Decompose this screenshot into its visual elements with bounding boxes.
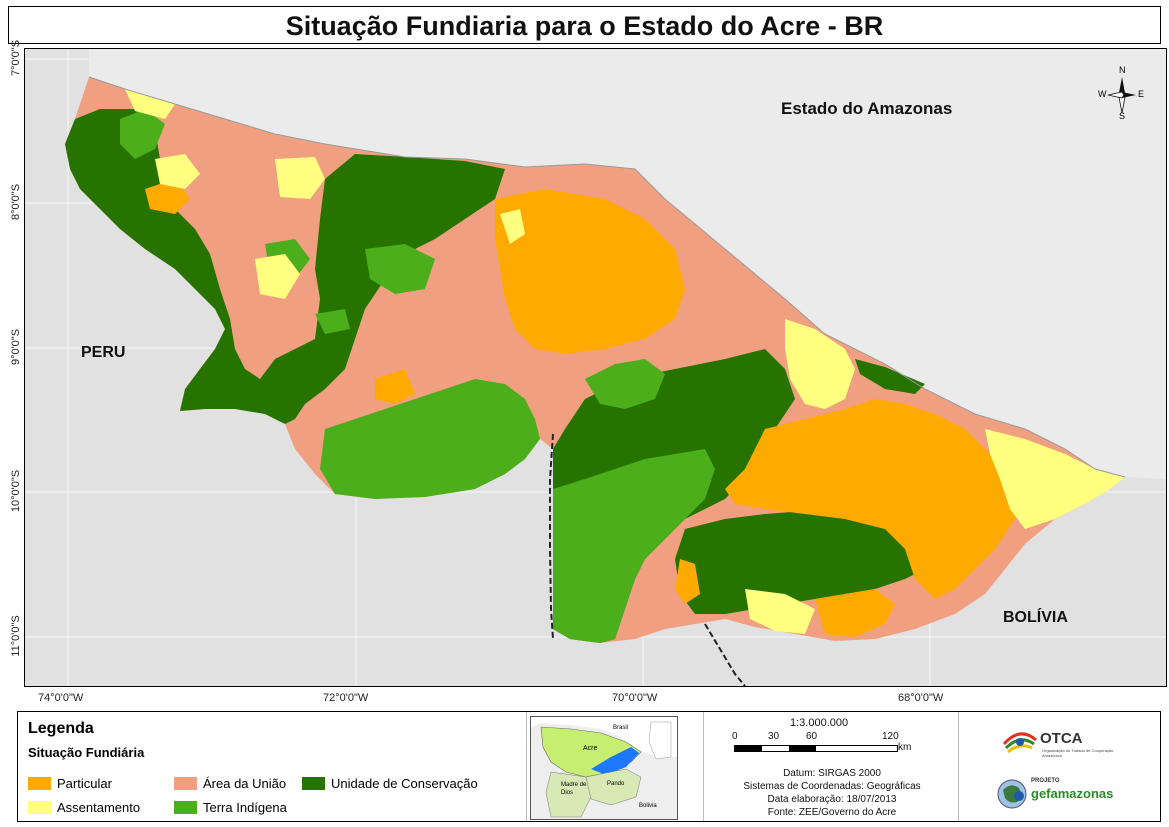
- info-datum: Datum: SIRGAS 2000: [783, 768, 881, 779]
- map-svg: [25, 49, 1166, 686]
- legend-item-particular: Particular: [28, 776, 112, 791]
- assentamento-w2: [155, 154, 200, 189]
- lon-label-74: 74°0'0"W: [38, 692, 84, 704]
- inset-label-pando: Pando: [607, 781, 625, 787]
- divider-3: [958, 712, 959, 821]
- legend-label-particular: Particular: [57, 776, 112, 791]
- inset-label-madre-de-dios: Madre de Dios: [561, 782, 587, 796]
- scale-tick-0: 0: [732, 731, 738, 742]
- inset-map: Brasil Acre Madre de Dios Pando Bolivia: [530, 716, 678, 820]
- otca-subtext: Organização do Tratado de Cooperação Ama…: [1042, 748, 1114, 758]
- divider-2: [703, 712, 704, 821]
- legend-label-terra-indigena: Terra Indígena: [203, 800, 287, 815]
- map-canvas[interactable]: Estado do Amazonas PERU BOLÍVIA N S E W: [24, 48, 1167, 687]
- inset-label-bolivia: Bolivia: [639, 803, 657, 809]
- scale-bar: [734, 745, 898, 752]
- swatch-assentamento: [28, 801, 51, 814]
- uc-east-strip: [855, 359, 925, 394]
- amazonas-region: [89, 49, 1166, 479]
- lat-label-10: 10°0'0"S: [10, 469, 22, 513]
- lat-label-11: 11°0'0"S: [10, 615, 22, 657]
- ti-south-west: [320, 379, 540, 499]
- swatch-particular: [28, 777, 51, 790]
- label-amazonas: Estado do Amazonas: [781, 99, 953, 118]
- title-box: Situação Fundiaria para o Estado do Acre…: [8, 6, 1161, 44]
- gef-logo: PROJETO gefamazonas: [993, 774, 1133, 814]
- assentamento-w3: [255, 254, 300, 299]
- swatch-unidade-conservacao: [302, 777, 325, 790]
- compass-n: N: [1119, 65, 1126, 75]
- swatch-area-uniao: [174, 777, 197, 790]
- info-data: Data elaboração: 18/07/2013: [767, 794, 897, 805]
- legend-label-unidade-conservacao: Unidade de Conservação: [331, 776, 478, 791]
- info-sistema: Sistemas de Coordenadas: Geográficas: [743, 781, 921, 792]
- assentamento-east: [985, 429, 1125, 529]
- compass-e: E: [1138, 89, 1145, 99]
- gef-text: gefamazonas: [1031, 786, 1114, 801]
- compass-rose-icon: N S E W: [1098, 65, 1145, 121]
- lon-label-72: 72°0'0"W: [323, 692, 369, 704]
- lat-label-9: 9°0'0"S: [10, 328, 22, 366]
- inset-label-brasil: Brasil: [613, 725, 629, 731]
- border-dashed: [549, 433, 554, 640]
- assentamento-w1: [125, 89, 175, 119]
- scale-ratio: 1:3.000.000: [790, 717, 849, 729]
- scale-unit: km: [898, 742, 912, 753]
- ti-west-1: [120, 109, 165, 159]
- particular-center: [495, 189, 685, 354]
- label-peru: PERU: [81, 344, 126, 361]
- label-bolivia: BOLÍVIA: [1003, 609, 1068, 626]
- legend-title: Legenda: [28, 720, 94, 737]
- ti-central-2: [585, 359, 665, 409]
- inset-highlight: [591, 747, 639, 775]
- legend-item-terra-indigena: Terra Indígena: [174, 800, 287, 815]
- compass-s: S: [1119, 111, 1126, 121]
- swatch-terra-indigena: [174, 801, 197, 814]
- uc-southeast: [675, 511, 935, 614]
- particular-east: [725, 399, 1025, 599]
- assentamento-se: [745, 589, 815, 634]
- uc-west: [65, 109, 505, 424]
- divider-1: [526, 712, 527, 821]
- lon-label-68: 68°0'0"W: [898, 692, 944, 704]
- legend-item-unidade-conservacao: Unidade de Conservação: [302, 776, 478, 791]
- info-fonte: Fonte: ZEE/Governo do Acre: [767, 807, 897, 818]
- scale-tick-60: 60: [806, 731, 818, 742]
- assentamento-mid: [500, 209, 525, 244]
- lat-label-7: 7°0'0"S: [10, 39, 22, 77]
- projeto-text: PROJETO: [1031, 778, 1060, 784]
- acre-outline: [88, 76, 1126, 478]
- particular-se: [815, 589, 895, 637]
- ti-south-central: [553, 449, 715, 643]
- ti-mid: [365, 244, 435, 294]
- legend-item-assentamento: Assentamento: [28, 800, 140, 815]
- legend-item-area-uniao: Área da União: [174, 776, 286, 791]
- legend-subtitle: Situação Fundiária: [28, 745, 145, 760]
- scale-tick-120: 120: [882, 731, 899, 742]
- map-title: Situação Fundiaria para o Estado do Acre…: [285, 11, 884, 41]
- otca-text: OTCA: [1040, 730, 1083, 747]
- scale-tick-30: 30: [768, 731, 780, 742]
- particular-mid: [375, 369, 415, 404]
- legend-label-area-uniao: Área da União: [203, 776, 287, 791]
- lon-label-70: 70°0'0"W: [612, 692, 658, 704]
- otca-logo: OTCA Organização do Tratado de Cooperaçã…: [1000, 724, 1120, 760]
- ti-small: [315, 309, 350, 334]
- particular-sw: [675, 559, 700, 604]
- assentamento-ne: [785, 319, 855, 409]
- inset-label-acre: Acre: [583, 745, 598, 752]
- border-dashed-south: [704, 623, 746, 686]
- compass-w: W: [1098, 89, 1107, 99]
- assentamento-n: [275, 157, 325, 199]
- bottom-panel: Legenda Situação Fundiária Particular Ár…: [17, 711, 1161, 822]
- lat-label-8: 8°0'0"S: [10, 183, 22, 221]
- legend-label-assentamento: Assentamento: [57, 800, 141, 815]
